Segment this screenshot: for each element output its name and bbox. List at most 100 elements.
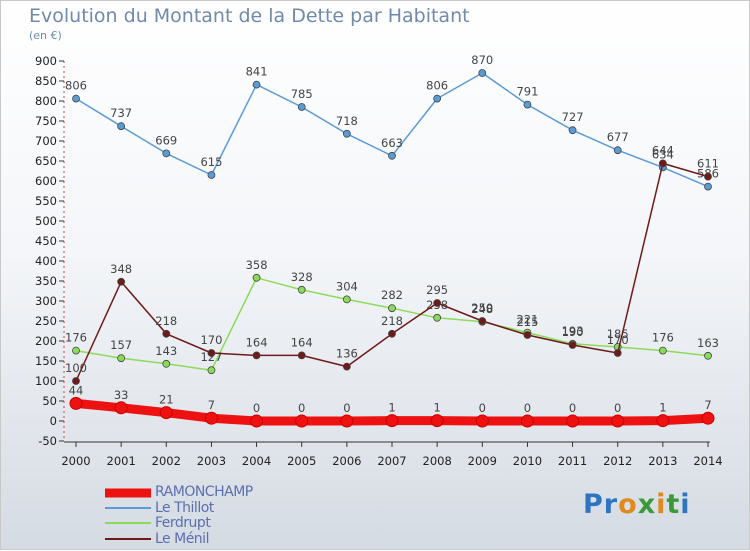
data-label: 215 <box>516 315 538 329</box>
data-label: 358 <box>246 258 268 272</box>
data-label: 170 <box>200 333 222 347</box>
data-point <box>388 329 396 338</box>
y-tick-label: 600 <box>35 174 57 188</box>
data-label: 615 <box>200 155 222 169</box>
plot-area: 806 737 669 615 841 785 718 663 806 870 791 727 677 6… <box>65 53 719 428</box>
x-tick-label: 2000 <box>61 454 90 468</box>
y-tick-label: 100 <box>35 374 57 388</box>
data-label: 0 <box>253 401 260 415</box>
data-point <box>295 414 309 428</box>
data-label: 785 <box>291 87 313 101</box>
data-point <box>656 414 670 428</box>
data-point <box>72 377 80 385</box>
data-point <box>433 299 442 307</box>
data-label: 0 <box>298 401 305 415</box>
data-label: 304 <box>336 279 358 293</box>
y-tick-label: 750 <box>35 114 57 128</box>
data-point <box>385 414 399 428</box>
logo-letter: x <box>637 489 657 520</box>
data-point <box>613 146 622 155</box>
data-point <box>704 351 712 360</box>
data-point <box>701 411 715 425</box>
data-point <box>207 366 216 375</box>
data-label: 669 <box>155 133 177 147</box>
data-point <box>204 411 218 425</box>
data-point <box>297 103 306 111</box>
data-label: 218 <box>381 314 403 328</box>
logo-letter: i <box>656 489 667 520</box>
x-tick-label: 2013 <box>648 454 677 468</box>
y-tick-label: 700 <box>35 134 57 148</box>
logo-letter: t <box>666 489 681 520</box>
data-point <box>159 406 173 420</box>
data-label: 328 <box>291 270 313 284</box>
data-label: 221 <box>516 313 538 327</box>
data-point <box>342 295 351 304</box>
data-point <box>207 171 216 179</box>
data-point <box>340 414 354 428</box>
y-tick-label: 400 <box>35 254 57 268</box>
x-tick-label: 2011 <box>558 454 587 468</box>
data-point <box>297 285 306 294</box>
y-tick-label: 900 <box>35 54 57 68</box>
data-label: 7 <box>208 398 215 412</box>
data-point <box>658 159 667 168</box>
data-point <box>342 362 351 371</box>
data-label: 157 <box>110 338 132 352</box>
logo-letter: P <box>583 489 604 520</box>
data-label: 21 <box>159 393 174 407</box>
y-tick-label: 200 <box>35 334 57 348</box>
data-label: 1 <box>433 401 440 415</box>
data-label: 634 <box>652 147 674 161</box>
data-label: 33 <box>114 388 129 402</box>
data-point <box>69 396 83 410</box>
data-point <box>117 354 126 363</box>
data-label: 7 <box>704 398 711 412</box>
data-point <box>72 94 80 103</box>
data-point <box>117 277 126 286</box>
data-point <box>611 414 625 428</box>
data-point <box>342 129 351 138</box>
data-point <box>72 346 80 355</box>
data-label: 348 <box>110 262 132 276</box>
data-label: 193 <box>562 324 584 338</box>
data-label: 163 <box>697 336 719 350</box>
data-label: 677 <box>607 130 629 144</box>
y-tick-label: 0 <box>50 414 57 428</box>
data-label: 644 <box>652 143 674 157</box>
legend-le-thillot: Le Thillot <box>155 500 214 516</box>
data-point <box>252 80 261 89</box>
data-label: 718 <box>336 114 358 128</box>
data-point <box>388 151 396 160</box>
data-point <box>520 414 534 428</box>
logo-letter: i <box>680 489 691 520</box>
proxiti-logo: Proxiti <box>583 489 691 520</box>
data-point <box>433 313 442 322</box>
data-label: 176 <box>65 331 87 345</box>
data-label: 1 <box>659 401 666 415</box>
data-label: 806 <box>426 79 448 93</box>
data-point <box>207 349 216 357</box>
data-point <box>613 349 622 357</box>
data-point <box>704 182 712 191</box>
y-tick-label: 300 <box>35 294 57 308</box>
data-point <box>250 414 264 428</box>
chart-title: Evolution du Montant de la Dette par Hab… <box>29 5 470 27</box>
data-label: 611 <box>697 157 719 171</box>
data-point <box>475 414 489 428</box>
data-point <box>523 331 532 339</box>
y-tick-label: 50 <box>42 394 57 408</box>
data-label: 870 <box>471 53 493 67</box>
data-point <box>704 172 712 181</box>
axes: -500501001502002503003504004505005506006… <box>35 54 723 468</box>
data-point <box>162 329 171 338</box>
y-tick-label: 550 <box>35 194 57 208</box>
data-label: 100 <box>65 361 87 375</box>
y-tick-label: 250 <box>35 314 57 328</box>
data-point <box>297 351 306 360</box>
logo-letter: o <box>618 489 638 520</box>
x-tick-label: 2010 <box>513 454 542 468</box>
x-tick-label: 2014 <box>693 454 722 468</box>
data-label: 218 <box>155 314 177 328</box>
data-label: 806 <box>65 79 87 93</box>
